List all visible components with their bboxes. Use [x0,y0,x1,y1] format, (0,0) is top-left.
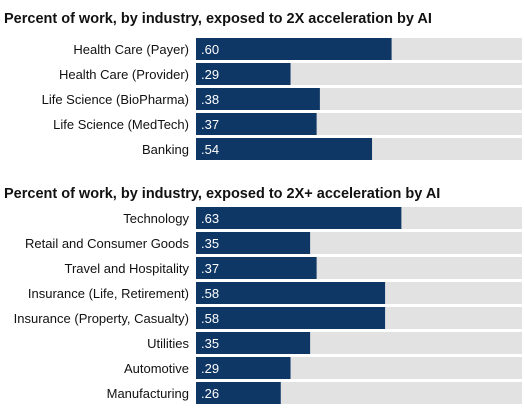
bar [196,138,373,160]
value-label: .37 [201,261,219,276]
bar [196,357,291,379]
category-label: Automotive [124,361,189,376]
value-label: .37 [201,117,219,132]
value-label: .29 [201,361,219,376]
bar [196,232,311,254]
bar [196,332,311,354]
bar [196,113,317,135]
category-label: Health Care (Provider) [59,67,189,82]
chart-panel-2x-plus: Percent of work, by industry, exposed to… [4,186,522,404]
bar [196,38,392,60]
category-label: Insurance (Life, Retirement) [28,286,189,301]
value-label: .29 [201,67,219,82]
category-label: Life Science (MedTech) [53,117,189,132]
bar [196,382,281,404]
category-label: Travel and Hospitality [64,261,189,276]
chart-title: Percent of work, by industry, exposed to… [4,11,432,27]
value-label: .38 [201,92,219,107]
bar [196,207,402,229]
category-label: Manufacturing [107,386,189,401]
value-label: .58 [201,286,219,301]
bar [196,88,320,110]
value-label: .35 [201,236,219,251]
category-label: Health Care (Payer) [73,42,189,57]
value-label: .26 [201,386,219,401]
chart-title: Percent of work, by industry, exposed to… [4,186,440,202]
category-label: Life Science (BioPharma) [42,92,189,107]
bar [196,257,317,279]
bar [196,63,291,85]
value-label: .63 [201,211,219,226]
value-label: .58 [201,311,219,326]
chart-panel-2x: Percent of work, by industry, exposed to… [4,11,522,160]
value-label: .60 [201,42,219,57]
bar [196,307,386,329]
category-label: Utilities [147,336,189,351]
category-label: Banking [142,142,189,157]
category-label: Retail and Consumer Goods [25,236,190,251]
bar [196,282,386,304]
category-label: Technology [123,211,189,226]
value-label: .54 [201,142,219,157]
value-label: .35 [201,336,219,351]
category-label: Insurance (Property, Casualty) [14,311,189,326]
